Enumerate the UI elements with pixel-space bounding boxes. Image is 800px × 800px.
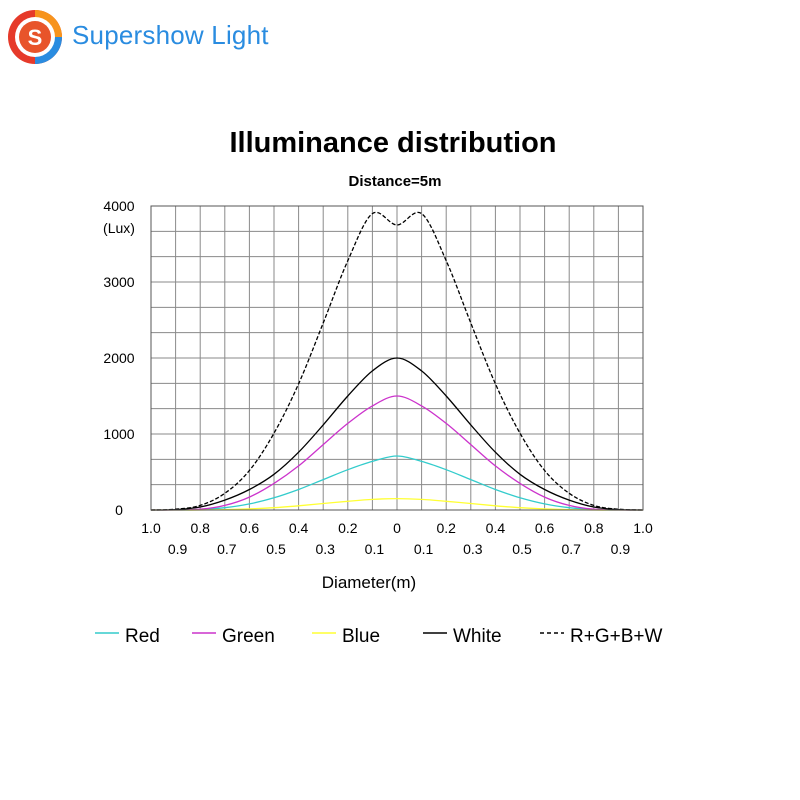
x-tick-label-top: 0.2 — [338, 520, 358, 536]
x-tick-label-bottom: 0.5 — [512, 541, 532, 557]
x-tick-label-bottom: 0.9 — [611, 541, 631, 557]
series-line-r-g-b-w — [150, 211, 644, 511]
x-tick-label-top: 0.4 — [289, 520, 309, 536]
y-tick-label: 0 — [115, 502, 123, 518]
legend-label-white: White — [453, 626, 502, 647]
x-tick-label-top: 0.8 — [584, 520, 604, 536]
x-tick-label-top: 0.2 — [436, 520, 456, 536]
legend-label-red: Red — [125, 626, 160, 647]
y-tick-label: 3000 — [103, 274, 134, 290]
legend-label-green: Green — [222, 626, 275, 647]
brand-logo: S — [6, 8, 64, 66]
y-axis-unit: (Lux) — [103, 220, 135, 236]
x-tick-label-bottom: 0.1 — [365, 541, 385, 557]
legend-label-r-g-b-w: R+G+B+W — [570, 626, 662, 647]
series-line-red — [150, 455, 644, 511]
y-tick-label: 1000 — [103, 426, 134, 442]
chart-series — [150, 211, 644, 511]
x-tick-label-bottom: 0.7 — [217, 541, 237, 557]
x-tick-label-top: 0.6 — [240, 520, 260, 536]
series-line-green — [150, 395, 644, 511]
brand-name: Supershow Light — [72, 20, 269, 50]
x-tick-label-bottom: 0.9 — [168, 541, 188, 557]
logo-letter: S — [28, 25, 43, 50]
x-tick-label-top: 0.8 — [190, 520, 210, 536]
series-line-blue — [151, 497, 643, 511]
y-tick-label: 4000 — [103, 198, 134, 214]
chart-legend: Red Green Blue White R+G+B+W — [95, 626, 662, 647]
x-tick-label-bottom: 0.3 — [463, 541, 483, 557]
x-tick-label-top: 0.4 — [486, 520, 506, 536]
x-tick-label-bottom: 0.1 — [414, 541, 434, 557]
x-tick-label-bottom: 0.7 — [561, 541, 581, 557]
x-axis-label: Diameter(m) — [322, 573, 416, 592]
series-line-white — [150, 357, 644, 511]
legend-label-blue: Blue — [342, 626, 380, 647]
logo-core — [19, 21, 51, 53]
chart-subtitle: Distance=5m — [349, 173, 442, 190]
x-tick-label-bottom: 0.3 — [315, 541, 335, 557]
chart-title: Illuminance distribution — [229, 127, 556, 159]
x-tick-label-top: 0.6 — [535, 520, 555, 536]
x-tick-label-top: 0 — [393, 520, 401, 536]
x-tick-label-top: 1.0 — [141, 520, 161, 536]
y-tick-label: 2000 — [103, 350, 134, 366]
x-tick-label-top: 1.0 — [633, 520, 653, 536]
plot-frame — [150, 205, 644, 511]
x-tick-label-bottom: 0.5 — [266, 541, 286, 557]
